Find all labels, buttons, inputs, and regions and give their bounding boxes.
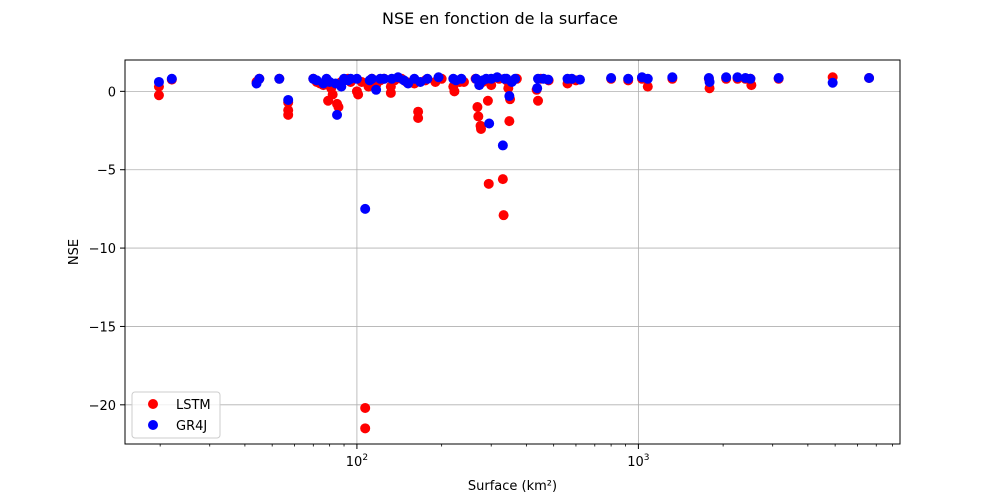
y-tick-label: −15 <box>89 320 116 335</box>
x-tick-exponent: 2 <box>362 453 368 463</box>
data-points <box>153 72 875 434</box>
point-gr4j <box>510 73 521 84</box>
point-gr4j <box>283 94 294 105</box>
point-gr4j <box>704 76 715 87</box>
point-lstm <box>353 89 364 100</box>
point-gr4j <box>274 73 285 84</box>
point-lstm <box>283 109 294 120</box>
point-gr4j <box>623 73 634 84</box>
point-lstm <box>360 423 371 434</box>
point-gr4j <box>773 73 784 84</box>
point-gr4j <box>732 72 743 83</box>
legend-marker-gr4j <box>148 420 158 430</box>
point-lstm <box>449 86 460 97</box>
point-gr4j <box>332 109 343 120</box>
point-lstm <box>533 95 544 106</box>
y-tick-label: −10 <box>89 242 116 257</box>
point-lstm <box>504 116 515 127</box>
point-gr4j <box>497 140 508 151</box>
y-axis: 0 −5 −10 −15 −20 <box>89 85 125 414</box>
point-gr4j <box>371 84 382 95</box>
point-gr4j <box>379 73 390 84</box>
point-lstm <box>483 178 494 189</box>
point-lstm <box>327 89 338 100</box>
legend-label-gr4j: GR4J <box>176 419 207 434</box>
plot-area-frame <box>124 59 901 445</box>
point-gr4j <box>543 74 554 85</box>
y-tick-label: −20 <box>89 399 116 414</box>
x-axis-label: Surface (km²) <box>468 479 557 494</box>
point-lstm <box>482 95 493 106</box>
point-gr4j <box>153 76 164 87</box>
point-gr4j <box>254 73 265 84</box>
chart-title: NSE en fonction de la surface <box>382 9 618 28</box>
y-tick-label: 0 <box>108 85 116 100</box>
point-gr4j <box>492 72 503 83</box>
point-lstm <box>472 102 483 113</box>
point-gr4j <box>566 73 577 84</box>
legend: LSTM GR4J <box>131 391 221 439</box>
point-gr4j <box>360 203 371 214</box>
point-gr4j <box>606 73 617 84</box>
y-tick-label: −5 <box>97 164 116 179</box>
series-gr4j <box>153 72 875 214</box>
point-lstm <box>476 123 487 134</box>
gridlines <box>125 60 900 444</box>
point-lstm <box>360 402 371 413</box>
point-gr4j <box>827 77 838 88</box>
point-gr4j <box>166 73 177 84</box>
point-gr4j <box>484 118 495 129</box>
point-gr4j <box>422 73 433 84</box>
point-gr4j <box>667 72 678 83</box>
point-gr4j <box>504 91 515 102</box>
point-lstm <box>385 87 396 98</box>
point-gr4j <box>351 73 362 84</box>
point-lstm <box>473 111 484 122</box>
legend-marker-lstm <box>148 399 158 409</box>
x-tick-exponent: 3 <box>644 453 650 463</box>
point-gr4j <box>532 83 543 94</box>
point-gr4j <box>366 73 377 84</box>
point-gr4j <box>721 72 732 83</box>
legend-label-lstm: LSTM <box>176 398 211 413</box>
y-axis-label: NSE <box>67 239 82 265</box>
point-gr4j <box>433 72 444 83</box>
point-gr4j <box>456 73 467 84</box>
point-gr4j <box>574 74 585 85</box>
point-lstm <box>333 102 344 113</box>
point-gr4j <box>745 73 756 84</box>
point-lstm <box>413 112 424 123</box>
point-lstm <box>642 81 653 92</box>
point-lstm <box>497 174 508 185</box>
point-gr4j <box>336 81 347 92</box>
point-gr4j <box>864 73 875 84</box>
point-lstm <box>498 210 509 221</box>
point-lstm <box>153 90 164 101</box>
point-gr4j <box>642 73 653 84</box>
